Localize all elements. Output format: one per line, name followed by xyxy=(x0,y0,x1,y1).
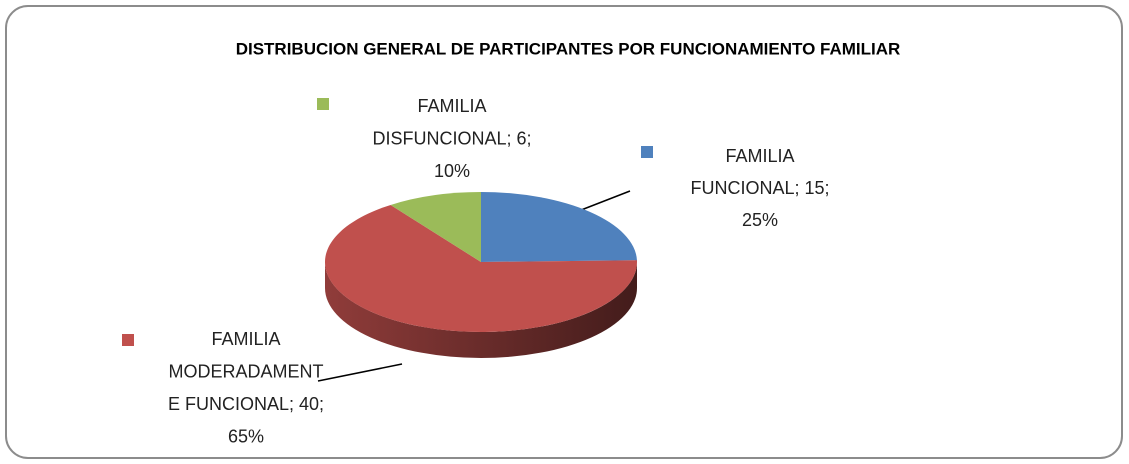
legend-key xyxy=(317,98,329,110)
data-label: FAMILIA xyxy=(725,146,794,166)
data-label: FAMILIA xyxy=(211,329,280,349)
data-label: 10% xyxy=(434,161,470,181)
pie-slice xyxy=(324,204,637,332)
data-label: FUNCIONAL; 15; xyxy=(690,178,829,198)
pie-slice-side xyxy=(325,262,637,358)
pie-slice xyxy=(390,192,481,262)
legend-key xyxy=(641,146,653,158)
pie-slice xyxy=(481,192,637,262)
data-label: 25% xyxy=(742,210,778,230)
data-label: FAMILIA xyxy=(417,96,486,116)
data-label: 65% xyxy=(228,426,264,446)
data-label: E FUNCIONAL; 40; xyxy=(168,394,324,414)
legend-key xyxy=(122,334,134,346)
chart-title: DISTRIBUCION GENERAL DE PARTICIPANTES PO… xyxy=(236,39,901,58)
data-label: MODERADAMENT xyxy=(168,361,323,381)
leader-line xyxy=(317,363,403,382)
data-label: DISFUNCIONAL; 6; xyxy=(372,128,531,148)
leader-line xyxy=(575,190,631,213)
